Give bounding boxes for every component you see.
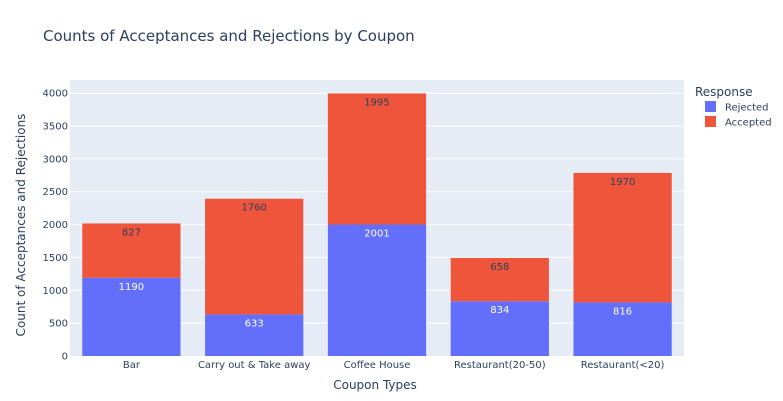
y-axis: 0 500 1000 1500 2000 2500 3000 3500 4000 — [43, 89, 68, 363]
data-label: 834 — [490, 305, 509, 316]
data-label: 658 — [490, 262, 509, 273]
y-tick-label: 2500 — [43, 187, 68, 198]
bars — [82, 93, 672, 356]
legend-label-accepted: Accepted — [725, 118, 772, 129]
bar-accepted — [450, 257, 549, 302]
x-axis-title: Coupon Types — [333, 378, 417, 392]
x-tick-label: Coffee House — [344, 360, 411, 371]
data-label: 1190 — [119, 282, 144, 293]
y-tick-label: 0 — [62, 352, 68, 363]
chart-title: Counts of Acceptances and Rejections by … — [43, 27, 415, 45]
bar-rejected — [82, 277, 181, 356]
data-label: 816 — [613, 306, 632, 317]
legend-swatch-rejected — [705, 101, 716, 112]
x-axis: Bar Carry out & Take away Coffee House Rest… — [123, 360, 665, 371]
legend-label-rejected: Rejected — [725, 103, 769, 114]
bar-accepted — [573, 172, 672, 303]
data-label: 2001 — [364, 229, 389, 240]
bar-accepted — [327, 93, 427, 225]
legend[interactable]: Response Rejected Accepted — [695, 85, 772, 129]
y-axis-title: Count of Acceptances and Rejections — [14, 114, 28, 337]
y-tick-label: 2000 — [43, 220, 68, 231]
y-tick-label: 3000 — [43, 154, 68, 165]
legend-title: Response — [695, 85, 753, 99]
y-tick-label: 1000 — [43, 286, 68, 297]
data-label: 827 — [122, 227, 141, 238]
bar-rejected — [327, 224, 427, 356]
bar-rejected — [205, 314, 304, 356]
bar-rejected — [450, 301, 549, 356]
x-tick-label: Bar — [123, 360, 141, 371]
data-label: 1995 — [364, 97, 389, 108]
x-tick-label: Carry out & Take away — [198, 360, 311, 371]
bar-accepted — [82, 223, 181, 278]
y-tick-label: 500 — [49, 319, 68, 330]
data-label: 633 — [245, 318, 264, 329]
bar-labels: 1190 827 633 1760 2001 1995 834 658 816 1970 — [119, 97, 636, 329]
bar-rejected — [573, 302, 672, 356]
data-label: 1760 — [241, 203, 266, 214]
data-label: 1970 — [610, 177, 635, 188]
bar-accepted — [205, 198, 304, 315]
x-tick-label: Restaurant(<20) — [581, 360, 665, 371]
y-tick-label: 1500 — [43, 253, 68, 264]
y-tick-label: 4000 — [43, 89, 68, 100]
legend-swatch-accepted — [705, 116, 716, 127]
x-tick-label: Restaurant(20-50) — [454, 360, 546, 371]
y-tick-label: 3500 — [43, 122, 68, 133]
